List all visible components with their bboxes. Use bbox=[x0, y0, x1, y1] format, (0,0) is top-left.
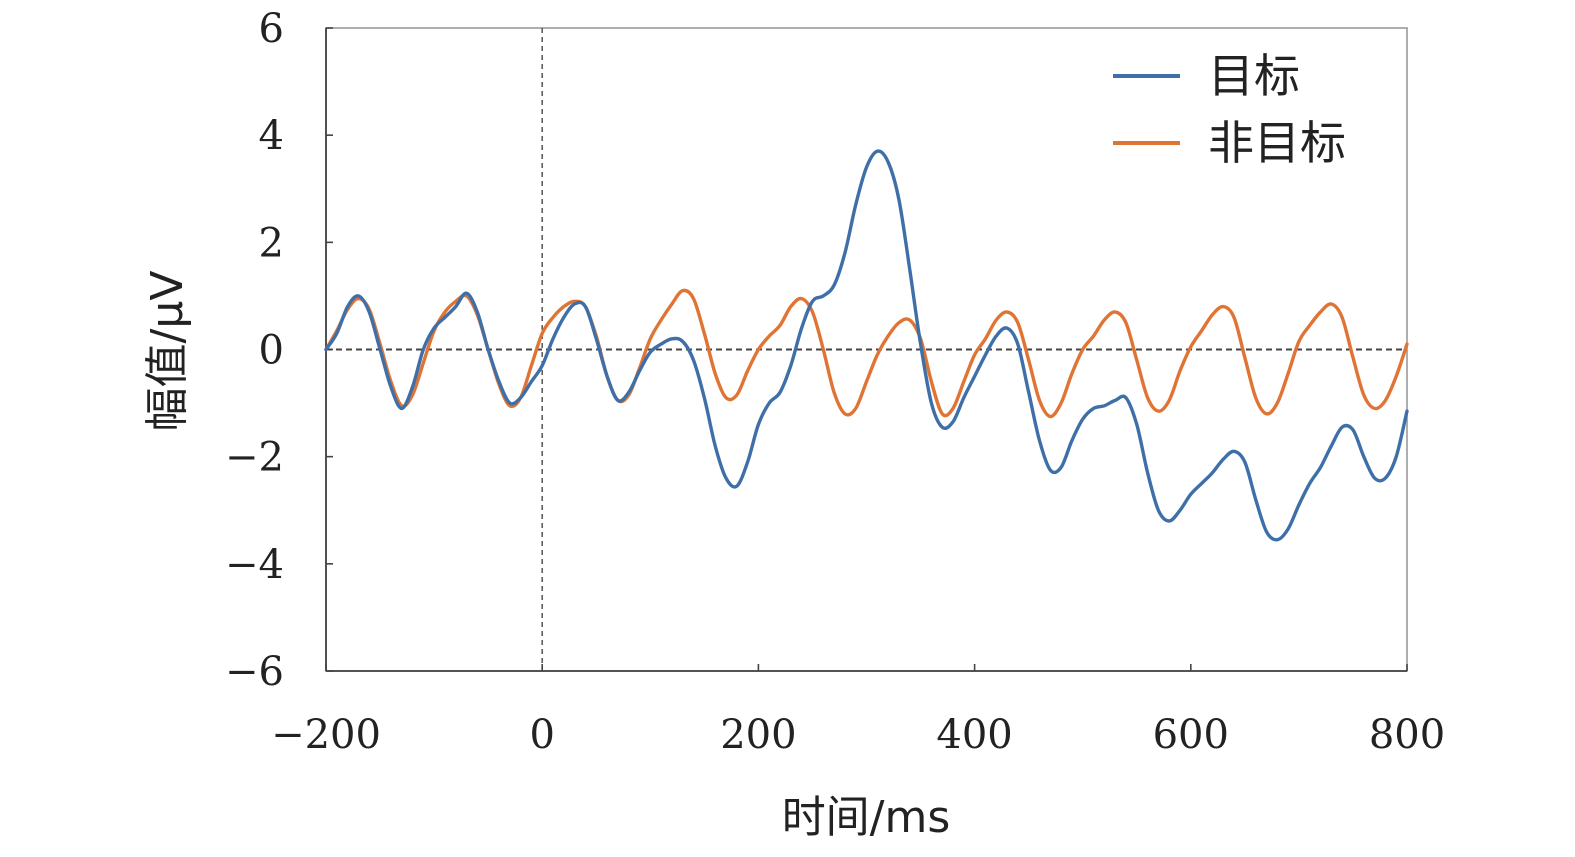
x-tick-label: −200 bbox=[271, 712, 381, 758]
x-tick-label: 200 bbox=[720, 712, 796, 758]
x-tick-label: 600 bbox=[1153, 712, 1229, 758]
y-tick-label: −4 bbox=[225, 542, 284, 588]
x-tick-label: 800 bbox=[1369, 712, 1445, 758]
x-axis-title: 时间/ms bbox=[782, 792, 951, 843]
y-tick-label: 4 bbox=[259, 113, 284, 159]
x-tick-label: 400 bbox=[936, 712, 1012, 758]
legend-label-target: 目标 bbox=[1208, 49, 1300, 103]
legend-label-non-target: 非目标 bbox=[1208, 116, 1346, 170]
x-tick-label: 0 bbox=[529, 712, 554, 758]
y-tick-label: 2 bbox=[259, 220, 284, 266]
axis-titles-layer: 时间/ms 幅值/μV bbox=[142, 271, 950, 843]
y-axis-title: 幅值/μV bbox=[142, 271, 193, 432]
y-tick-label: −6 bbox=[225, 649, 284, 695]
axis-ticks-layer: −200 0 200 400 600 800 −6 −4 −2 0 2 4 6 bbox=[225, 6, 1445, 758]
reference-lines-layer bbox=[326, 28, 1407, 671]
y-tick-label: 6 bbox=[259, 6, 284, 52]
y-tick-label: 0 bbox=[259, 328, 284, 374]
y-tick-label: −2 bbox=[225, 435, 284, 481]
target-series-line bbox=[324, 149, 1409, 542]
series-layer bbox=[324, 149, 1409, 542]
